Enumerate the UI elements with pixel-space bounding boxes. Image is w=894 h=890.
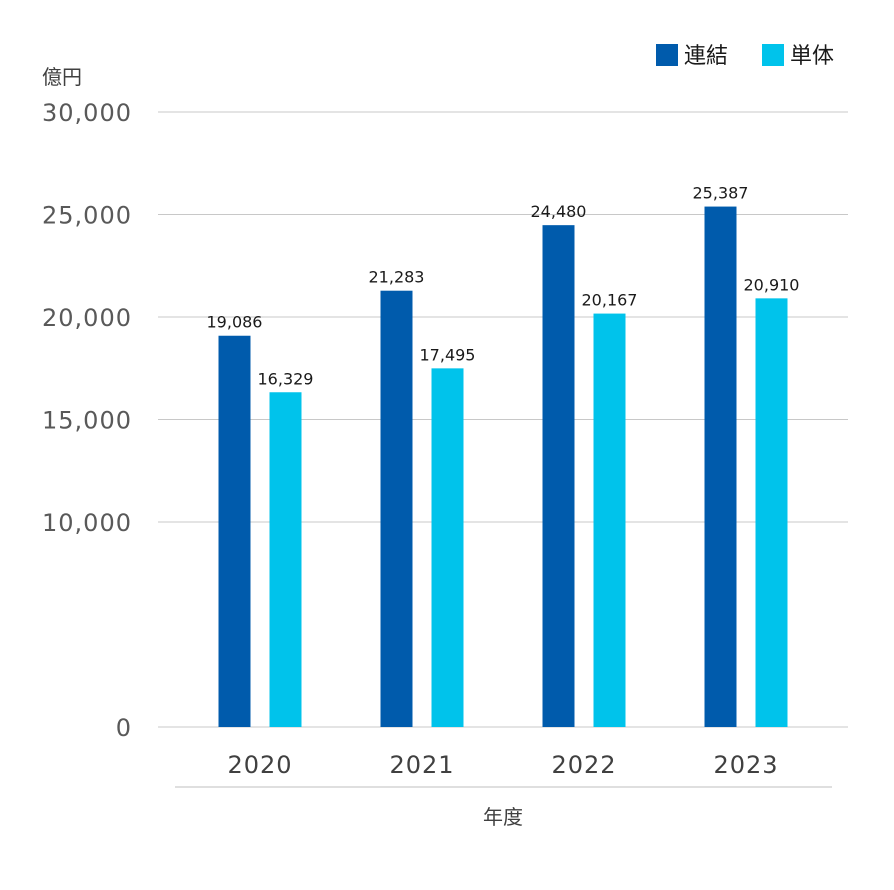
data-label: 20,167 xyxy=(582,291,638,310)
gridlines xyxy=(158,111,848,728)
bar-単体-2021 xyxy=(431,368,464,727)
data-label: 20,910 xyxy=(744,275,800,294)
x-tick-label: 2020 xyxy=(227,751,292,779)
bar-連結-2023 xyxy=(704,206,737,727)
legend-swatch xyxy=(762,44,784,66)
x-tick-label: 2022 xyxy=(551,751,616,779)
legend: 連結 単体 xyxy=(656,44,834,69)
y-tick-label: 10,000 xyxy=(42,509,132,537)
x-axis-categories: 2020 2021 2022 2023 xyxy=(227,751,778,779)
data-label: 21,283 xyxy=(369,268,425,287)
legend-swatch xyxy=(656,44,678,66)
y-tick-label: 25,000 xyxy=(42,202,132,230)
data-label: 24,480 xyxy=(531,202,587,221)
legend-label: 単体 xyxy=(790,44,834,69)
data-label: 17,495 xyxy=(420,345,476,364)
y-tick-label: 15,000 xyxy=(42,407,132,435)
data-labels: 19,086 16,329 21,283 17,495 24,480 20,167 25,3… xyxy=(207,184,800,389)
legend-label: 連結 xyxy=(684,44,728,69)
y-axis-unit: 億円 xyxy=(42,65,82,89)
bar-単体-2023 xyxy=(755,298,788,727)
x-axis-title: 年度 xyxy=(483,805,523,829)
bar-連結-2022 xyxy=(542,225,575,727)
bar-単体-2020 xyxy=(269,392,302,727)
bar-単体-2022 xyxy=(593,313,626,727)
y-tick-label: 0 xyxy=(116,714,132,742)
y-tick-label: 30,000 xyxy=(42,99,132,127)
data-label: 16,329 xyxy=(258,369,314,388)
data-label: 19,086 xyxy=(207,313,263,332)
bar-連結-2021 xyxy=(380,290,413,727)
x-tick-label: 2023 xyxy=(713,751,778,779)
y-tick-label: 20,000 xyxy=(42,304,132,332)
x-tick-label: 2021 xyxy=(389,751,454,779)
bars xyxy=(218,206,788,727)
y-axis-ticks: 0 10,000 15,000 20,000 25,000 30,000 xyxy=(42,99,132,742)
data-label: 25,387 xyxy=(693,184,749,203)
bar-連結-2020 xyxy=(218,335,251,727)
